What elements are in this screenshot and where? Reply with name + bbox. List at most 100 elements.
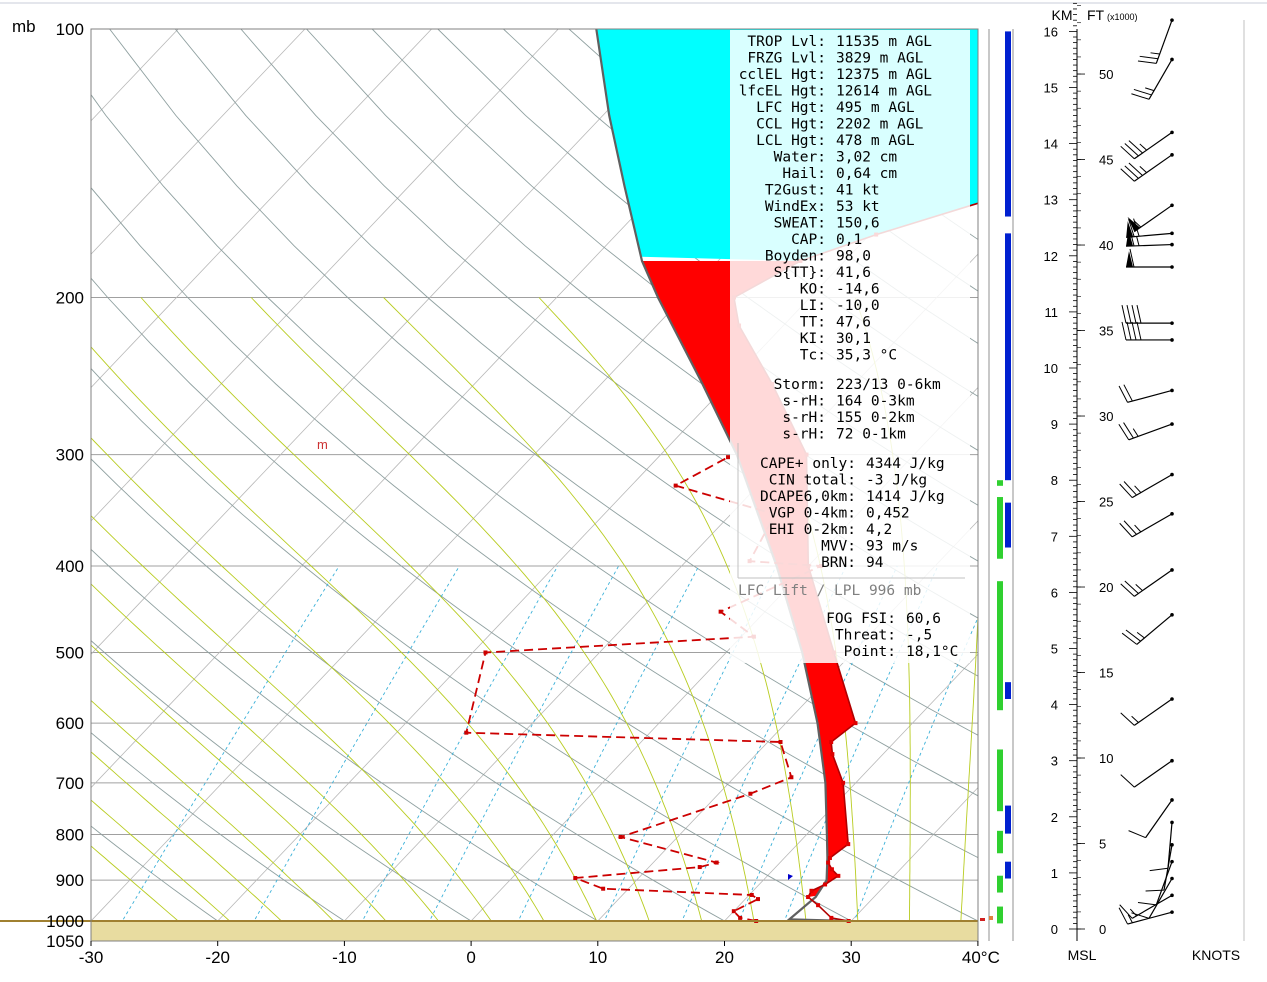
moist-adiabat	[538, 297, 809, 940]
wind-barb-flag	[1128, 140, 1143, 154]
wind-barb-flag	[1120, 583, 1135, 597]
lfc-marker	[788, 874, 793, 880]
temperature-point	[816, 903, 821, 908]
dewpoint-point	[714, 860, 719, 865]
wind-barb	[1121, 305, 1174, 325]
wind-barb-flag	[1121, 305, 1127, 324]
moist-adiabat	[91, 751, 302, 941]
cloud-bar-green	[997, 875, 1003, 893]
pressure-unit-label: mb	[12, 17, 36, 36]
temperature-point	[830, 752, 835, 757]
ft-multiplier-label: (x1000)	[1107, 12, 1138, 22]
dewpoint-point	[718, 609, 723, 614]
wind-barb-half-flag	[1136, 236, 1140, 246]
dewpoint-point	[755, 897, 760, 902]
dewpoint-point	[697, 865, 702, 870]
wind-barb-flag	[1123, 520, 1137, 535]
surface-marker	[980, 918, 985, 921]
km-tick-label: 13	[1044, 193, 1058, 208]
moist-adiabat	[91, 845, 200, 941]
wind-barb-flag	[1133, 88, 1152, 96]
wind-barb-flag	[1120, 712, 1135, 726]
temperature-point	[841, 780, 846, 785]
wind-barb-point	[1170, 876, 1174, 881]
height-axis: KM FT (x1000)01234567891011121314151605101…	[1044, 2, 1138, 963]
temperature-tick-label: 10	[588, 948, 607, 967]
stat-label: Storm:	[774, 377, 826, 393]
dry-adiabat	[174, 29, 978, 677]
stat-value: -3 J/kg	[866, 473, 927, 489]
wind-barb-point	[1170, 512, 1174, 516]
stat-label: VGP 0-4km:	[769, 506, 856, 522]
stat-label: s-rH:	[782, 410, 826, 426]
ft-tick-label: 50	[1099, 67, 1113, 82]
km-tick-label: 0	[1051, 922, 1058, 937]
wind-barb-half-flag	[1134, 485, 1142, 493]
wind-barb-point	[1170, 697, 1174, 701]
wind-barb-half-flag	[1129, 908, 1137, 917]
stat-value: 0,452	[866, 506, 910, 522]
plot-frame	[90, 28, 979, 942]
mixing-ratio-line	[110, 565, 340, 941]
wind-barb-flag	[1119, 904, 1133, 919]
ft-tick-label: 45	[1099, 153, 1113, 168]
wind-barb	[1126, 248, 1174, 269]
temperature-tick-label: -30	[79, 948, 104, 967]
isotherm	[91, 29, 686, 655]
stat-value: 18,1°C	[906, 644, 958, 660]
temperature-point	[829, 867, 834, 872]
wind-barb	[1118, 907, 1174, 925]
wind-barb	[1120, 758, 1174, 788]
dry-adiabat	[91, 367, 888, 941]
dewpoint-point	[738, 915, 743, 920]
temperature-point	[806, 895, 811, 900]
wind-barb-staff	[1127, 389, 1173, 403]
km-tick-label: 2	[1051, 810, 1058, 825]
temperature-point	[826, 860, 831, 865]
moist-adiabat	[91, 437, 555, 941]
dewpoint-point	[464, 730, 469, 735]
wind-barb-flag	[1121, 321, 1127, 341]
wind-barb-staff	[1131, 474, 1173, 499]
stat-value: 3829 m AGL	[836, 51, 924, 67]
dewpoint-point	[726, 455, 731, 460]
wind-barb	[1126, 218, 1174, 238]
temperature-tick-label: 30	[842, 948, 861, 967]
wind-barb-flag	[1126, 305, 1132, 324]
wind-barb-half-flag	[1133, 220, 1142, 228]
dewpoint-point	[573, 876, 578, 881]
km-tick-label: 1	[1051, 866, 1058, 881]
wind-barb-staff	[1131, 513, 1173, 538]
dry-adiabat	[91, 825, 246, 941]
stat-label: Threat:	[835, 628, 896, 644]
wind-barb-staff	[1136, 614, 1173, 645]
stat-label: LCL Hgt:	[756, 133, 826, 149]
wind-barb-point	[1170, 57, 1174, 62]
wind-barb-pennant	[1127, 216, 1141, 232]
ft-tick-label: 30	[1099, 409, 1113, 424]
wind-barb-flag	[1131, 305, 1137, 324]
cloud-bar-blue	[1005, 682, 1011, 699]
wind-barb	[1149, 820, 1174, 872]
mixing-ratio-line	[243, 565, 460, 941]
dry-adiabat	[109, 29, 978, 736]
stat-value: 93 m/s	[866, 539, 918, 555]
wind-barb-half-flag	[1131, 715, 1139, 723]
stat-label: s-rH:	[782, 394, 826, 410]
stat-value: 0,64 cm	[836, 166, 897, 182]
km-tick-label: 9	[1051, 417, 1058, 432]
stat-value: 30,1	[836, 331, 871, 347]
stat-label: FRZG Lvl:	[747, 51, 826, 67]
temperature-tick-label: 0	[466, 948, 475, 967]
wind-barb-point	[1170, 265, 1174, 269]
ft-tick-label: 15	[1099, 666, 1113, 681]
temperature-point	[827, 856, 832, 861]
stat-label: DCAPE6,0km:	[760, 489, 856, 505]
stat-value: 41,6	[836, 265, 871, 281]
wind-barb	[1128, 798, 1174, 839]
cloud-bar-green	[997, 497, 1003, 559]
wind-barb-flag	[1124, 580, 1139, 594]
moist-adiabat	[959, 297, 978, 940]
stat-label: KO:	[800, 282, 826, 298]
wind-barb-flag	[1131, 912, 1150, 919]
